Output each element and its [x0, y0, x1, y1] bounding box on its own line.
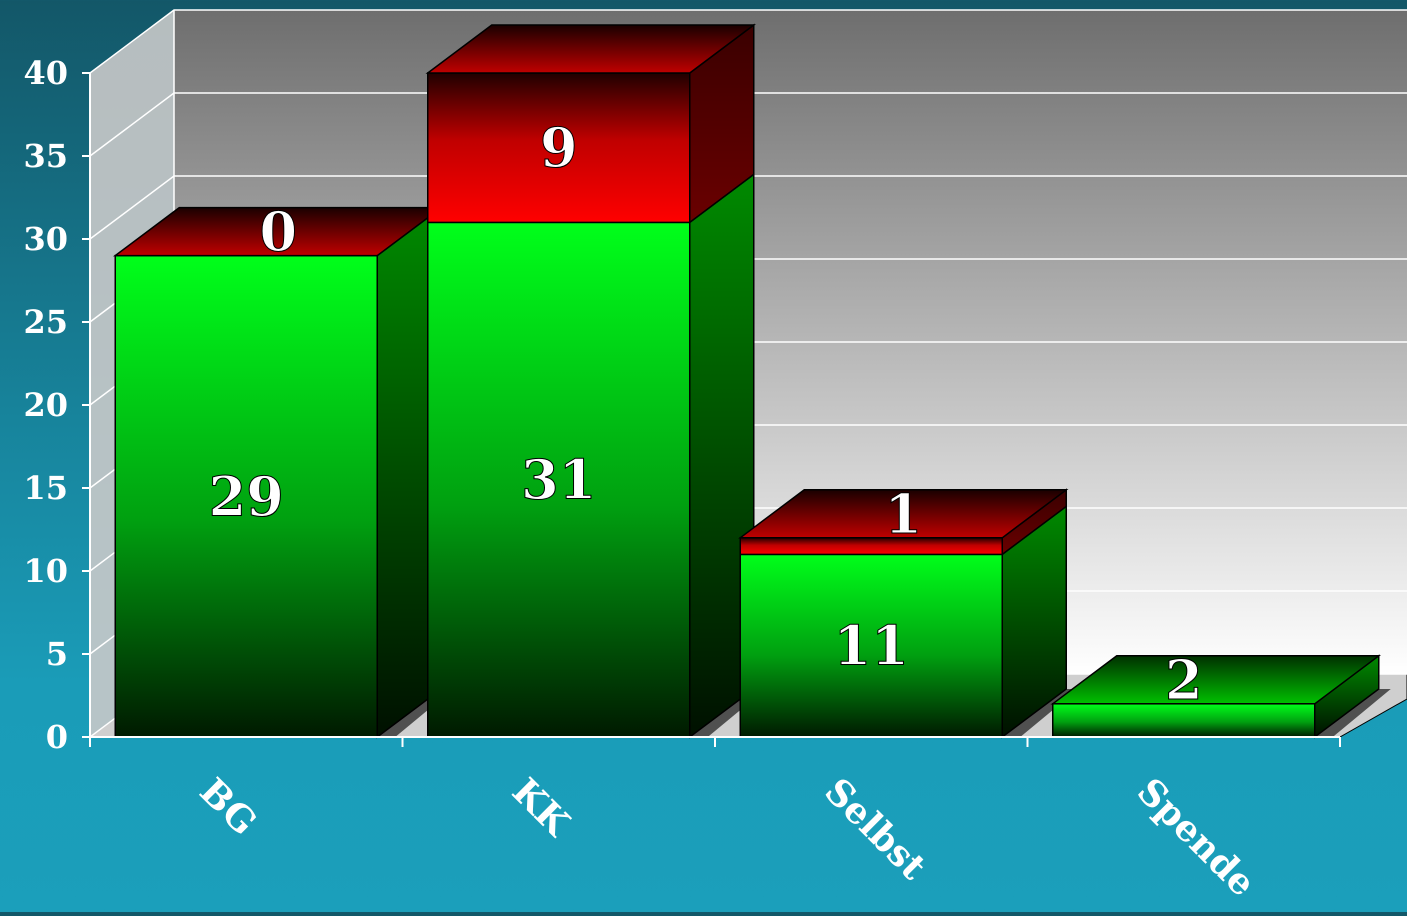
- bar-segment-front: [739, 553, 1003, 738]
- data-label: 9: [540, 116, 578, 180]
- bar-group: 29 0: [113, 199, 454, 739]
- y-tick-label: 25: [23, 303, 68, 341]
- data-label: 11: [834, 614, 909, 678]
- y-tick-label: 30: [23, 220, 68, 258]
- x-category-label: KK: [504, 770, 579, 845]
- y-tick-label: 20: [23, 386, 68, 424]
- bar-segment-front: [114, 254, 378, 738]
- bar-shadow: [1314, 689, 1391, 737]
- y-tick-label: 10: [23, 552, 68, 590]
- data-label: 31: [521, 448, 596, 512]
- data-label: 2: [1165, 648, 1203, 712]
- x-category-label: BG: [191, 770, 264, 843]
- y-tick-label: 5: [46, 635, 68, 673]
- bar-top: [1050, 655, 1381, 705]
- x-category-label: Selbst: [816, 770, 934, 888]
- bar-segment-front: [427, 221, 691, 738]
- x-category-label: Spende: [1129, 770, 1264, 905]
- bar-segment-front: [1052, 703, 1316, 738]
- data-label: 29: [209, 464, 284, 528]
- y-tick-label: 35: [23, 137, 68, 175]
- y-tick-label: 15: [23, 469, 68, 507]
- bar-group: 111: [738, 481, 1079, 739]
- y-tick-label: 40: [23, 54, 68, 92]
- bar-group: 31 9: [425, 23, 766, 739]
- bar-segment-front: [739, 537, 1003, 556]
- data-label: 1: [884, 482, 922, 546]
- bar-top: [425, 24, 756, 74]
- y-tick-label: 0: [46, 718, 68, 756]
- data-label: 0: [259, 200, 297, 264]
- bar-group: 2: [1050, 647, 1391, 739]
- bar-top: [738, 489, 1069, 539]
